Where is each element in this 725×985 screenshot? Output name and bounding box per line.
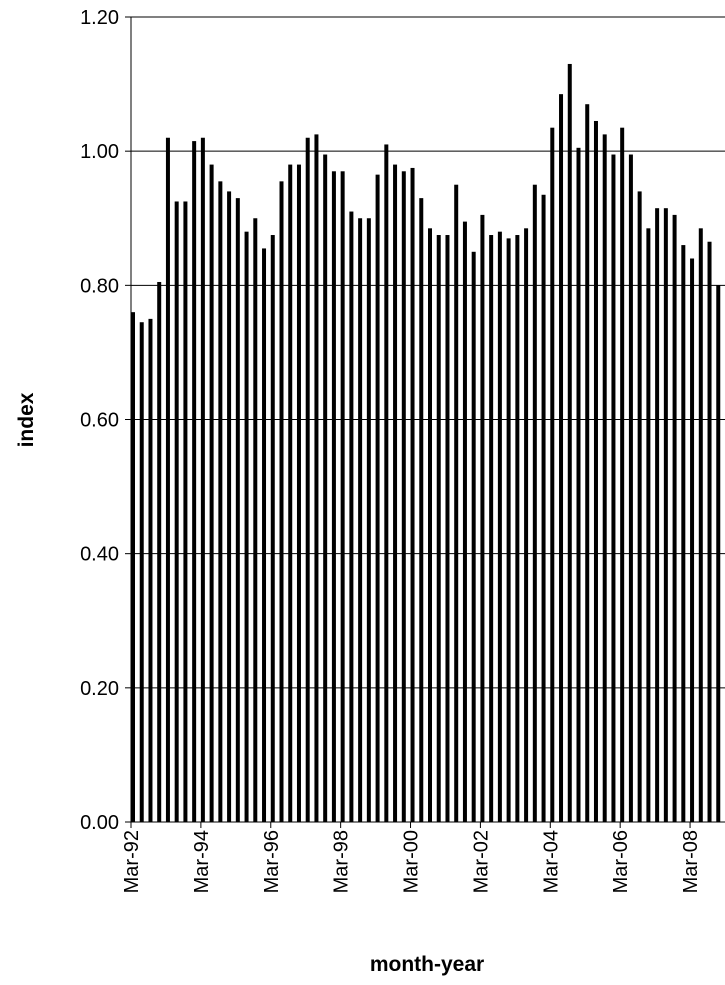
bar (148, 318, 153, 822)
bar (497, 231, 502, 822)
x-tick-label: Mar-08 (680, 830, 702, 893)
bar (296, 164, 301, 823)
bar (489, 235, 494, 823)
bar (157, 281, 162, 823)
bar (410, 167, 415, 822)
bar (235, 198, 240, 822)
bar (375, 174, 380, 823)
bar (244, 231, 249, 822)
bar (262, 248, 267, 822)
bar (192, 141, 197, 822)
bar (419, 198, 424, 822)
bar (393, 164, 398, 823)
bar (358, 218, 363, 822)
bar (567, 63, 572, 823)
bar (349, 211, 354, 822)
bar (681, 245, 686, 823)
y-axis-title: index (15, 392, 38, 447)
bar (227, 191, 232, 822)
bar (646, 228, 651, 822)
bar (253, 218, 258, 822)
bar (698, 228, 703, 822)
y-tick-label: 0.00 (80, 812, 119, 834)
bar (602, 134, 607, 823)
bar (690, 258, 695, 822)
bar (323, 154, 328, 823)
bar (655, 208, 660, 822)
y-tick-label: 0.60 (80, 410, 119, 432)
bar (331, 171, 336, 822)
bar (165, 137, 170, 822)
bar-series (131, 63, 721, 823)
bar (532, 184, 537, 823)
bar (585, 104, 590, 823)
x-tick-label: Mar-94 (191, 830, 213, 893)
bar (366, 218, 371, 822)
bar (209, 164, 214, 823)
bar (288, 164, 293, 823)
bar (279, 181, 284, 822)
bar (428, 228, 432, 822)
bar (445, 235, 450, 823)
bar (436, 235, 441, 823)
bar (716, 285, 721, 822)
x-axis-title: month-year (370, 953, 484, 976)
bar (174, 201, 179, 822)
y-tick-label: 0.40 (80, 544, 119, 566)
bar (270, 235, 275, 823)
bar (576, 147, 581, 822)
bar (672, 214, 677, 823)
bar (454, 184, 459, 823)
bar (384, 144, 389, 823)
bar (200, 137, 205, 822)
bar (524, 228, 529, 822)
y-tick-label: 1.00 (80, 141, 119, 163)
bar (314, 134, 319, 823)
y-tick-label: 0.20 (80, 678, 119, 700)
x-tick-label: Mar-02 (470, 830, 492, 893)
bar (515, 235, 520, 823)
bar (401, 171, 406, 822)
bar (707, 241, 712, 822)
bar (305, 137, 310, 822)
bar (471, 251, 476, 822)
x-tick-label: Mar-00 (401, 830, 423, 893)
bar (620, 127, 625, 822)
y-axis-ticks: 0.00 0.20 0.40 0.60 0.80 1.00 1.20 (80, 7, 131, 834)
bar (462, 221, 467, 822)
bar (480, 214, 485, 823)
bar (628, 154, 633, 823)
bar (340, 171, 345, 822)
bar (541, 194, 546, 823)
bar (183, 201, 188, 822)
x-tick-label: Mar-04 (540, 830, 562, 893)
bar (637, 191, 642, 822)
x-tick-label: Mar-06 (610, 830, 632, 893)
x-axis-ticks: Mar-92 Mar-94 Mar-96 Mar-98 Mar-00 Mar-02 Mar-… (121, 822, 702, 893)
bar (611, 154, 616, 823)
x-tick-label: Mar-96 (261, 830, 283, 893)
y-tick-label: 0.80 (80, 275, 119, 297)
bar (593, 120, 598, 822)
bar (218, 181, 223, 822)
bar (131, 312, 135, 822)
bar (550, 127, 555, 822)
x-tick-label: Mar-98 (331, 830, 353, 893)
bar (506, 238, 511, 822)
bar (663, 208, 668, 822)
x-tick-label: Mar-92 (121, 830, 143, 893)
y-tick-label: 1.20 (80, 7, 119, 29)
bar (559, 94, 564, 823)
bar (139, 322, 144, 822)
